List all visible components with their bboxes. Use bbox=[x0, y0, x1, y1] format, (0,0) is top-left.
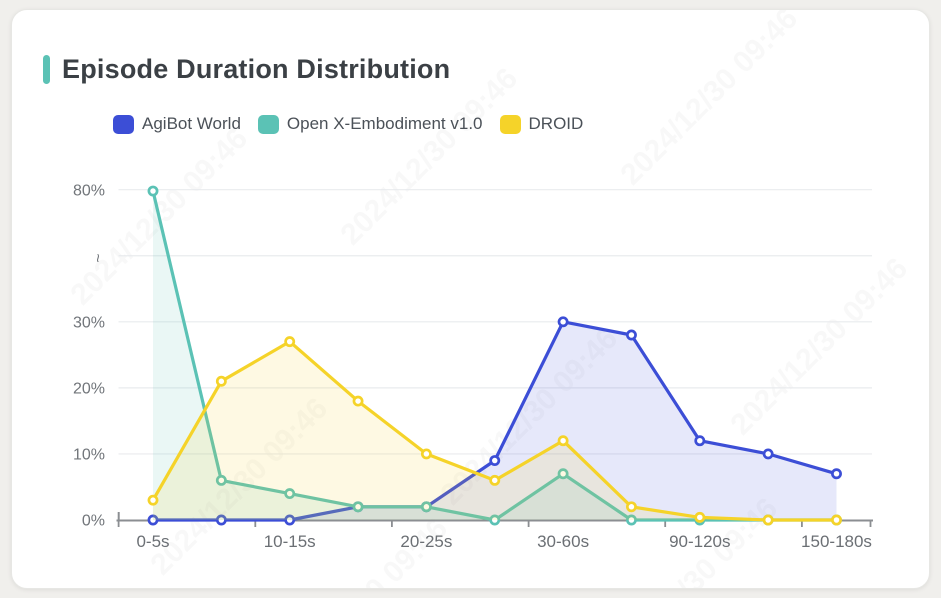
data-point-agibot-world-5[interactable] bbox=[489, 455, 501, 466]
data-point-droid-1[interactable] bbox=[215, 375, 227, 387]
data-point-open-x-embodiment-v1-0-4[interactable] bbox=[420, 501, 432, 513]
data-point-open-x-embodiment-v1-0-6[interactable] bbox=[557, 468, 569, 480]
x-axis-label: 30-60s bbox=[537, 532, 589, 551]
legend-item-open-x-embodiment-v1-0[interactable]: Open X-Embodiment v1.0 bbox=[257, 114, 483, 134]
data-point-open-x-embodiment-v1-0-2[interactable] bbox=[284, 488, 296, 500]
data-point-droid-6[interactable] bbox=[557, 435, 569, 447]
legend-swatch bbox=[113, 114, 134, 134]
data-point-open-x-embodiment-v1-0-3[interactable] bbox=[352, 501, 364, 513]
data-point-droid-5[interactable] bbox=[489, 474, 501, 486]
data-point-agibot-world-1[interactable] bbox=[215, 514, 227, 526]
data-point-droid-3[interactable] bbox=[352, 395, 364, 407]
y-axis-label: 0% bbox=[82, 513, 105, 530]
data-point-agibot-world-7[interactable] bbox=[626, 329, 637, 341]
series-droid bbox=[147, 336, 842, 526]
series-area bbox=[153, 341, 837, 520]
gridlines bbox=[118, 189, 872, 455]
data-point-agibot-world-2[interactable] bbox=[284, 514, 296, 526]
x-axis-label: 20-25s bbox=[400, 532, 452, 551]
x-axis-label: 150-180s bbox=[801, 532, 872, 551]
data-point-agibot-world-0[interactable] bbox=[147, 514, 159, 526]
y-axis-label: 10% bbox=[73, 447, 105, 464]
data-point-open-x-embodiment-v1-0-0[interactable] bbox=[147, 185, 159, 197]
y-axis-label: 80% bbox=[73, 182, 105, 199]
title-accent-bar bbox=[43, 55, 50, 84]
legend-label: Open X-Embodiment v1.0 bbox=[286, 114, 483, 133]
y-axis-labels: 0% 10% 20% 30% ~80% bbox=[73, 182, 105, 529]
chart-legend: AgiBot World Open X-Embodiment v1.0 DROID bbox=[113, 114, 583, 134]
chart-title: Episode Duration Distribution bbox=[62, 54, 451, 84]
x-axis-label: 0-5s bbox=[136, 532, 169, 551]
x-axis-labels: 0-5s 10-15s 20-25s 30-60s 90-120s 150-180s bbox=[136, 532, 871, 551]
data-point-droid-9[interactable] bbox=[762, 514, 774, 526]
data-point-droid-7[interactable] bbox=[626, 501, 637, 513]
legend-swatch bbox=[499, 114, 521, 134]
y-axis-label: 20% bbox=[73, 380, 105, 397]
legend-item-agibot-world[interactable]: AgiBot World bbox=[113, 114, 241, 134]
data-point-open-x-embodiment-v1-0-1[interactable] bbox=[215, 474, 227, 486]
series-area bbox=[153, 191, 837, 520]
y-axis-label: 30% bbox=[73, 314, 105, 331]
data-point-open-x-embodiment-v1-0-7[interactable] bbox=[626, 514, 637, 526]
legend-swatch bbox=[257, 114, 279, 134]
x-axis-label: 90-120s bbox=[669, 532, 730, 551]
data-point-droid-0[interactable] bbox=[147, 494, 159, 506]
data-point-agibot-world-10[interactable] bbox=[831, 468, 842, 480]
legend-label: AgiBot World bbox=[142, 114, 241, 133]
data-point-droid-2[interactable] bbox=[284, 336, 296, 348]
title-row: Episode Duration Distribution bbox=[43, 54, 450, 85]
data-point-droid-4[interactable] bbox=[420, 448, 432, 460]
data-point-agibot-world-9[interactable] bbox=[762, 448, 774, 460]
y-axis-label: ~ bbox=[88, 253, 105, 262]
legend-label: DROID bbox=[528, 114, 584, 133]
data-point-open-x-embodiment-v1-0-5[interactable] bbox=[489, 514, 501, 526]
data-point-droid-10[interactable] bbox=[831, 514, 842, 526]
x-axis-label: 10-15s bbox=[264, 532, 316, 551]
data-point-agibot-world-6[interactable] bbox=[557, 316, 569, 328]
chart-card: 2024/12/30 09:46 2024/12/30 09:46 2024/12/… bbox=[11, 9, 930, 589]
legend-item-droid[interactable]: DROID bbox=[499, 114, 584, 134]
data-point-agibot-world-8[interactable] bbox=[694, 435, 706, 447]
series-area bbox=[153, 321, 837, 520]
data-point-droid-8[interactable] bbox=[694, 511, 706, 523]
